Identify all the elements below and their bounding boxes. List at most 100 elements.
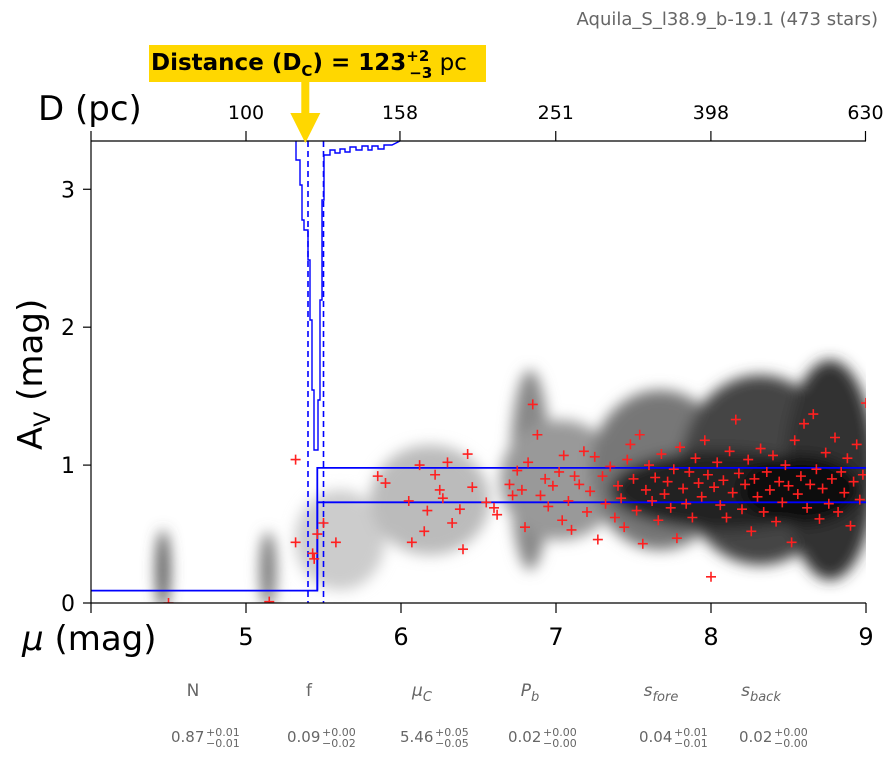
density-map — [156, 360, 866, 603]
param-upper-error: +0.01 — [674, 726, 708, 739]
param-header: sfore — [644, 681, 679, 705]
star-point — [406, 537, 417, 548]
star-point — [403, 495, 414, 506]
param-lower-error: −0.02 — [322, 737, 356, 750]
star-point — [799, 418, 809, 429]
star-point — [458, 544, 468, 555]
star-point — [749, 473, 760, 484]
star-point — [842, 453, 853, 464]
star-point — [684, 466, 695, 477]
star-point — [419, 526, 430, 537]
param-value: 5.46 — [400, 728, 433, 746]
star-point — [830, 432, 840, 443]
star-point — [578, 446, 589, 457]
star-point — [312, 529, 323, 540]
axes-frame — [90, 140, 866, 604]
star-point — [814, 513, 825, 524]
star-point — [699, 435, 710, 446]
x-tick-label: 7 — [548, 623, 563, 651]
star-point — [512, 465, 523, 476]
star-point — [854, 494, 865, 505]
star-point — [668, 464, 679, 475]
star-point — [523, 457, 534, 468]
star-point — [780, 460, 791, 471]
top-axis-label: D (pc) — [38, 89, 142, 129]
star-point — [768, 450, 778, 461]
star-point — [792, 489, 803, 500]
star-point — [430, 469, 441, 480]
star-point — [752, 491, 763, 502]
star-point — [774, 476, 785, 487]
param-value: 0.02 — [739, 728, 772, 746]
star-point — [758, 506, 769, 517]
star-point — [795, 471, 806, 482]
top-tick-label: 100 — [228, 102, 264, 124]
star-point — [582, 506, 592, 517]
star-point — [520, 522, 530, 533]
star-point — [540, 473, 551, 484]
distance-histogram — [295, 140, 401, 451]
star-point — [839, 487, 850, 498]
star-point — [507, 490, 518, 501]
model-lower-line — [316, 501, 866, 591]
star-point — [836, 466, 847, 477]
star-point — [462, 449, 473, 460]
param-upper-error: +0.00 — [543, 726, 577, 739]
star-point — [845, 520, 856, 531]
star-point — [681, 498, 692, 509]
star-point — [467, 482, 478, 493]
arrow-head — [290, 113, 321, 143]
source-label: Aquila_S_l38.9_b-19.1 (473 stars) — [577, 9, 878, 30]
star-point — [665, 502, 676, 513]
star-point — [693, 478, 704, 489]
param-value: 0.09 — [287, 728, 320, 746]
x-tick-label: 9 — [858, 623, 873, 651]
star-point — [163, 598, 174, 603]
param-lower-error: −0.00 — [543, 737, 577, 750]
star-point — [755, 443, 766, 454]
star-point — [783, 480, 794, 491]
star-point — [631, 505, 642, 516]
star-point — [504, 479, 515, 490]
param-header: f — [306, 681, 313, 701]
star-point — [619, 522, 630, 533]
param-header: μC — [411, 681, 433, 705]
star-point — [823, 498, 834, 509]
star-point — [489, 502, 499, 513]
star-point — [516, 484, 527, 495]
star-point — [554, 466, 565, 477]
star-point — [492, 509, 503, 520]
y-axis: 0 1 2 3 — [61, 178, 91, 617]
param-header: sback — [741, 681, 781, 705]
star-point — [532, 429, 543, 440]
param-header: Pb — [521, 681, 540, 705]
star-point — [527, 399, 538, 410]
star-point — [702, 469, 713, 480]
star-point — [543, 501, 554, 512]
star-markers — [163, 398, 866, 603]
star-point — [574, 479, 585, 490]
star-point — [625, 439, 636, 450]
x-tick-label: 6 — [393, 623, 408, 651]
star-point — [290, 537, 301, 548]
star-point — [671, 533, 682, 544]
star-point — [372, 471, 383, 482]
top-tick-label: 398 — [693, 102, 729, 124]
star-point — [687, 512, 698, 523]
arrow-shaft — [301, 82, 310, 114]
param-lower-error: −0.05 — [435, 737, 469, 750]
star-point — [764, 484, 775, 495]
param-value: 0.02 — [508, 728, 541, 746]
star-point — [746, 526, 757, 537]
star-point — [628, 473, 639, 484]
top-tick-label: 251 — [538, 102, 574, 124]
star-point — [307, 548, 318, 559]
star-point — [709, 482, 720, 493]
star-point — [585, 486, 596, 497]
star-point — [330, 537, 341, 548]
x-axis: 5 6 7 8 9 — [90, 603, 874, 651]
star-point — [727, 487, 738, 498]
star-point — [733, 468, 744, 479]
star-point — [851, 439, 862, 450]
